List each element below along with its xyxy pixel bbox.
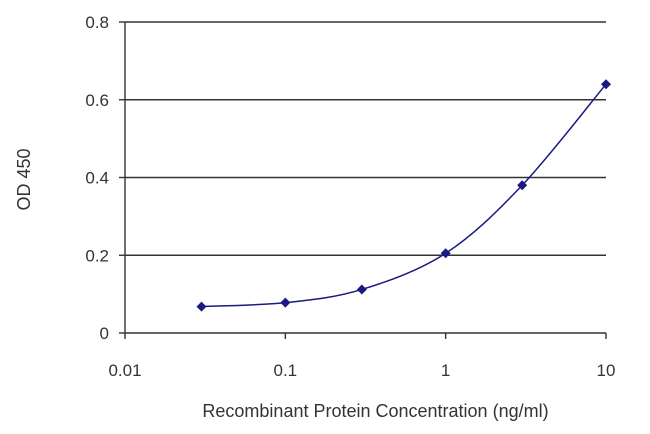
y-tick-label: 0.6 [85, 91, 109, 110]
x-tick-label: 0.1 [274, 361, 298, 380]
y-tick-label: 0.8 [85, 13, 109, 32]
x-tick-label: 0.01 [108, 361, 141, 380]
y-axis-label: OD 450 [14, 148, 34, 210]
y-tick-label: 0.4 [85, 169, 109, 188]
data-point [280, 297, 291, 308]
data-point [196, 301, 207, 312]
x-tick-label: 10 [597, 361, 616, 380]
series-line [201, 83, 607, 308]
x-ticks: 0.01 0.1 1 10 [108, 333, 615, 380]
x-axis-label: Recombinant Protein Concentration (ng/ml… [202, 401, 548, 421]
y-ticks: 0 0.2 0.4 0.6 0.8 [85, 13, 125, 343]
grid [125, 21, 606, 256]
y-tick-label: 0.2 [85, 246, 109, 265]
data-point [517, 180, 528, 191]
data-point [440, 248, 451, 259]
y-tick-label: 0 [100, 324, 109, 343]
x-tick-label: 1 [441, 361, 450, 380]
data-point [356, 284, 367, 295]
series [196, 79, 611, 312]
data-point [601, 79, 611, 90]
